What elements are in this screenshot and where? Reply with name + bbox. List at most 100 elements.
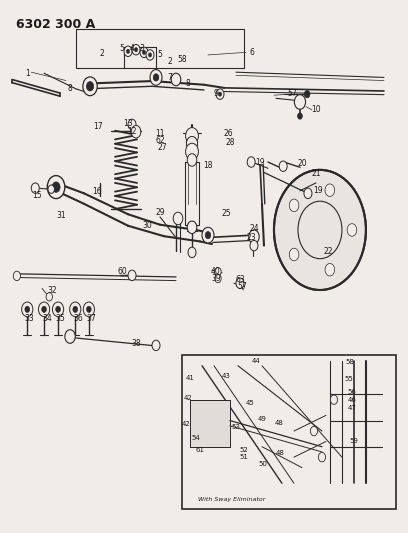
Text: 63: 63 (235, 274, 245, 284)
Bar (190, 400, 230, 447)
Text: 44: 44 (252, 358, 260, 364)
Text: 16: 16 (92, 187, 102, 196)
Text: 37: 37 (86, 314, 96, 323)
Text: 43: 43 (222, 373, 231, 379)
Circle shape (47, 175, 65, 199)
Circle shape (25, 306, 30, 312)
Circle shape (186, 127, 198, 144)
Text: 55: 55 (344, 376, 353, 382)
Text: 32: 32 (47, 286, 57, 295)
Text: 60: 60 (117, 267, 127, 276)
Circle shape (70, 302, 81, 317)
Text: 52: 52 (239, 447, 248, 454)
Text: 39: 39 (211, 274, 221, 283)
Text: 27: 27 (157, 143, 167, 152)
Text: 26: 26 (223, 129, 233, 138)
Circle shape (289, 199, 299, 212)
Circle shape (218, 92, 222, 96)
Text: 48: 48 (275, 450, 284, 456)
Circle shape (53, 302, 64, 317)
Text: 1: 1 (26, 69, 31, 78)
Circle shape (146, 50, 154, 60)
Text: 17: 17 (93, 122, 103, 131)
Text: 24: 24 (249, 224, 259, 233)
Circle shape (325, 184, 335, 197)
Circle shape (132, 45, 140, 55)
Text: 23: 23 (246, 233, 256, 242)
Text: 11: 11 (155, 129, 165, 138)
Text: 13: 13 (123, 119, 133, 128)
Circle shape (134, 47, 137, 52)
Circle shape (215, 274, 221, 282)
Circle shape (310, 426, 317, 436)
Text: 42: 42 (184, 395, 193, 401)
Circle shape (236, 278, 244, 288)
Text: 20: 20 (297, 159, 307, 167)
Text: 28: 28 (225, 138, 235, 147)
Text: 34: 34 (42, 314, 52, 323)
Circle shape (152, 340, 160, 351)
Circle shape (188, 247, 196, 257)
Text: 57: 57 (237, 282, 247, 291)
Circle shape (22, 302, 33, 317)
Text: 19: 19 (255, 158, 265, 166)
Circle shape (150, 70, 162, 85)
Circle shape (294, 95, 306, 109)
Bar (182, 356, 396, 510)
Circle shape (55, 306, 60, 312)
Circle shape (73, 306, 78, 312)
Text: 21: 21 (311, 169, 321, 178)
Text: 53: 53 (232, 424, 240, 430)
Circle shape (186, 136, 197, 151)
Text: 45: 45 (246, 400, 254, 406)
Circle shape (128, 270, 136, 280)
Circle shape (65, 330, 75, 343)
Text: 61: 61 (195, 447, 204, 454)
Text: 19: 19 (313, 186, 323, 195)
Circle shape (31, 183, 39, 193)
Circle shape (13, 271, 20, 280)
Circle shape (215, 268, 221, 276)
Text: 38: 38 (131, 340, 141, 348)
Circle shape (52, 182, 60, 192)
Text: 62: 62 (155, 135, 165, 144)
Circle shape (126, 49, 130, 53)
Text: 2: 2 (168, 56, 173, 66)
Text: 54: 54 (192, 435, 200, 441)
Text: 12: 12 (127, 127, 137, 136)
Circle shape (247, 157, 255, 167)
Text: 18: 18 (203, 161, 213, 170)
Text: 56: 56 (348, 389, 356, 395)
Circle shape (171, 73, 181, 86)
Text: 50: 50 (259, 461, 268, 467)
Circle shape (86, 306, 91, 312)
Text: 35: 35 (55, 314, 65, 323)
Circle shape (173, 212, 183, 225)
Circle shape (140, 47, 148, 58)
Text: 5: 5 (157, 51, 162, 60)
Circle shape (38, 302, 50, 317)
Text: 42: 42 (182, 421, 191, 427)
Circle shape (48, 185, 54, 193)
Text: 29: 29 (155, 208, 165, 217)
Circle shape (250, 240, 258, 251)
Text: 58: 58 (177, 54, 187, 63)
Circle shape (325, 263, 335, 276)
Circle shape (186, 143, 198, 160)
Text: 15: 15 (32, 191, 42, 200)
Text: 51: 51 (239, 454, 248, 460)
Text: 2: 2 (100, 49, 104, 58)
Text: 30: 30 (142, 221, 152, 230)
Text: 6: 6 (250, 48, 255, 57)
Circle shape (83, 77, 97, 96)
Circle shape (46, 293, 53, 301)
Circle shape (153, 74, 159, 81)
Circle shape (187, 154, 197, 166)
Text: 25: 25 (221, 209, 231, 218)
Text: 7: 7 (168, 73, 173, 82)
Circle shape (86, 82, 94, 91)
Text: 48: 48 (275, 420, 284, 426)
Text: 57: 57 (287, 88, 297, 98)
Text: 33: 33 (24, 314, 34, 323)
Text: 47: 47 (348, 405, 356, 410)
